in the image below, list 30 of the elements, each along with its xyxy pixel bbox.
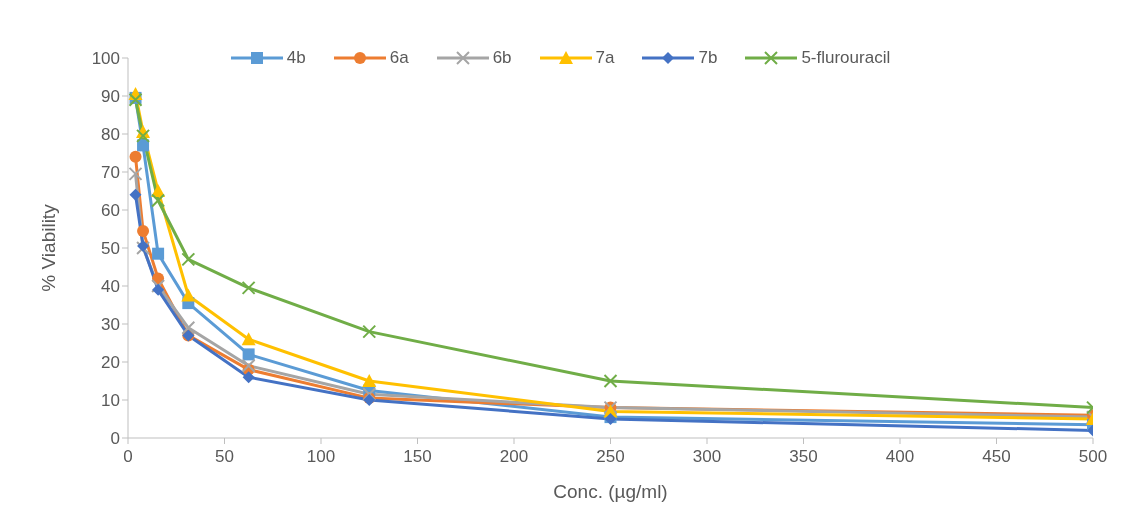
x-tick-label: 450 — [982, 447, 1011, 467]
y-tick-label: 10 — [101, 391, 120, 411]
y-tick-label: 70 — [101, 163, 120, 183]
x-axis-title: Conc. (µg/ml) — [553, 481, 668, 502]
y-tick-label: 20 — [101, 353, 120, 373]
x-tick-label: 100 — [306, 447, 336, 467]
x-tick-label: 0 — [123, 447, 133, 467]
x-tick-label: 50 — [215, 447, 234, 467]
y-tick-label: 90 — [101, 87, 120, 107]
y-tick-label: 60 — [101, 201, 120, 221]
legend-label: 5-flurouracil — [801, 48, 891, 68]
legend-label: 4b — [286, 48, 306, 68]
x-tick-label: 350 — [789, 447, 818, 467]
legend-label: 7b — [698, 48, 718, 68]
y-tick-label: 80 — [101, 125, 120, 145]
x-tick-label: 200 — [499, 447, 529, 467]
y-tick-label: 100 — [91, 49, 120, 69]
x-tick-label: 150 — [403, 447, 432, 467]
legend-label: 7a — [595, 48, 615, 68]
y-tick-label: 30 — [101, 315, 120, 335]
x-tick-label: 250 — [596, 447, 625, 467]
legend-label: 6a — [389, 48, 409, 68]
x-tick-label: 400 — [885, 447, 915, 467]
y-tick-label: 40 — [101, 277, 120, 297]
y-tick-label: 0 — [110, 429, 120, 449]
x-tick-label: 500 — [1078, 447, 1108, 467]
x-tick-label: 300 — [692, 447, 722, 467]
y-tick-label: 50 — [101, 239, 120, 259]
y-axis-title: % Viability — [37, 203, 59, 292]
legend-label: 6b — [492, 48, 512, 68]
